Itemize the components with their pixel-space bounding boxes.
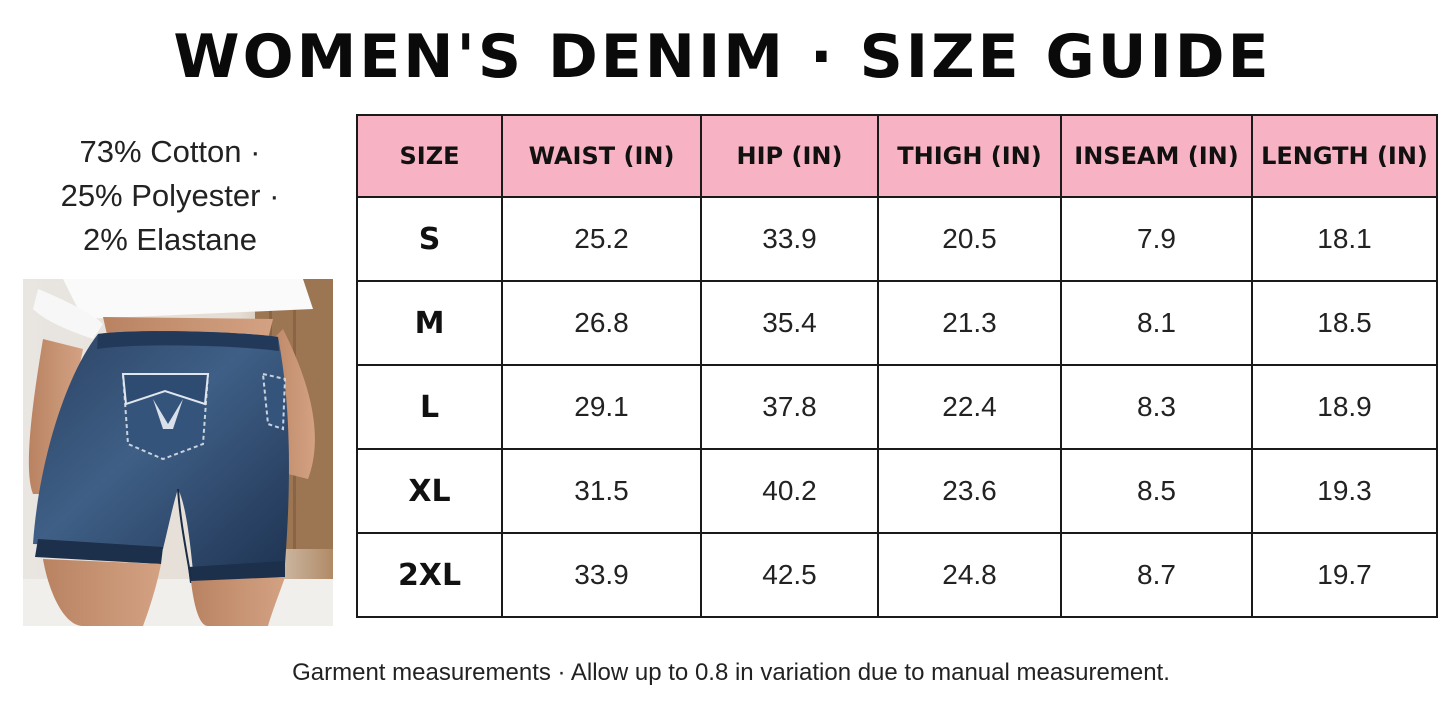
table-row: 2XL 33.9 42.5 24.8 8.7 19.7 — [356, 532, 1438, 618]
length-cell: 19.3 — [1251, 448, 1438, 534]
inseam-cell: 8.7 — [1060, 532, 1253, 618]
size-cell: XL — [356, 448, 503, 534]
header-size: SIZE — [356, 114, 503, 198]
hip-cell: 35.4 — [700, 280, 879, 366]
length-cell: 18.1 — [1251, 196, 1438, 282]
inseam-cell: 8.3 — [1060, 364, 1253, 450]
waist-cell: 29.1 — [501, 364, 702, 450]
length-cell: 19.7 — [1251, 532, 1438, 618]
waist-cell: 26.8 — [501, 280, 702, 366]
product-photo — [23, 279, 333, 626]
material-composition: 73% Cotton · 25% Polyester · 2% Elastane — [20, 130, 320, 262]
size-cell: S — [356, 196, 503, 282]
waist-cell: 25.2 — [501, 196, 702, 282]
page-title: WOMEN'S DENIM · SIZE GUIDE — [173, 22, 1272, 92]
table-row: M 26.8 35.4 21.3 8.1 18.5 — [356, 280, 1438, 366]
table-row: L 29.1 37.8 22.4 8.3 18.9 — [356, 364, 1438, 450]
measurement-footnote: Garment measurements · Allow up to 0.8 i… — [292, 659, 1170, 686]
table-row: XL 31.5 40.2 23.6 8.5 19.3 — [356, 448, 1438, 534]
size-cell: L — [356, 364, 503, 450]
material-line-cotton: 73% Cotton · — [79, 134, 261, 169]
thigh-cell: 22.4 — [877, 364, 1062, 450]
thigh-cell: 20.5 — [877, 196, 1062, 282]
waist-cell: 33.9 — [501, 532, 702, 618]
table-header-row: SIZE WAIST (IN) HIP (IN) THIGH (IN) INSE… — [356, 114, 1438, 198]
thigh-cell: 24.8 — [877, 532, 1062, 618]
thigh-cell: 23.6 — [877, 448, 1062, 534]
hip-cell: 42.5 — [700, 532, 879, 618]
hip-cell: 37.8 — [700, 364, 879, 450]
hip-cell: 33.9 — [700, 196, 879, 282]
denim-shorts-illustration — [23, 279, 333, 626]
table-row: S 25.2 33.9 20.5 7.9 18.1 — [356, 196, 1438, 282]
material-line-polyester: 25% Polyester · — [60, 178, 280, 213]
hip-cell: 40.2 — [700, 448, 879, 534]
size-cell: 2XL — [356, 532, 503, 618]
size-cell: M — [356, 280, 503, 366]
header-thigh: THIGH (IN) — [877, 114, 1062, 198]
header-inseam: INSEAM (IN) — [1060, 114, 1253, 198]
material-line-elastane: 2% Elastane — [82, 222, 258, 257]
length-cell: 18.5 — [1251, 280, 1438, 366]
inseam-cell: 7.9 — [1060, 196, 1253, 282]
thigh-cell: 21.3 — [877, 280, 1062, 366]
header-waist: WAIST (IN) — [501, 114, 702, 198]
length-cell: 18.9 — [1251, 364, 1438, 450]
size-chart-table: SIZE WAIST (IN) HIP (IN) THIGH (IN) INSE… — [356, 114, 1438, 618]
inseam-cell: 8.1 — [1060, 280, 1253, 366]
inseam-cell: 8.5 — [1060, 448, 1253, 534]
waist-cell: 31.5 — [501, 448, 702, 534]
header-hip: HIP (IN) — [700, 114, 879, 198]
header-length: LENGTH (IN) — [1251, 114, 1438, 198]
